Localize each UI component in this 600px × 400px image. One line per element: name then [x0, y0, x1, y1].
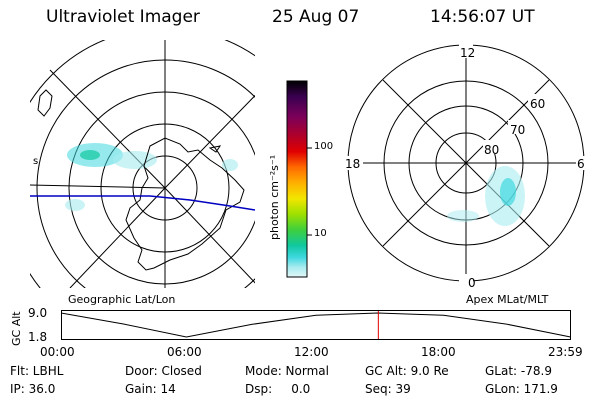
- colorbar-tick-100: 100: [314, 141, 334, 152]
- geographic-caption: Geographic Lat/Lon: [68, 293, 176, 306]
- altitude-plot: [61, 310, 571, 340]
- door-info: Door: Closed: [125, 364, 202, 378]
- dsp-info: Dsp: 0.0: [245, 382, 311, 396]
- instrument-title: Ultraviolet Imager: [46, 7, 200, 27]
- mlt-label-18: 18: [345, 157, 361, 171]
- alt-ylabel: GC Alt: [10, 311, 23, 346]
- seq-info: Seq: 39: [365, 382, 411, 396]
- geographic-map: [30, 40, 255, 288]
- gc-alt-info: GC Alt: 9.0 Re: [365, 364, 449, 378]
- alt-xtick-1800: 18:00: [421, 345, 456, 359]
- colorbar-tick-10: 10: [314, 228, 327, 239]
- alt-xtick-0600: 06:00: [167, 345, 202, 359]
- ip-info: IP: 36.0: [10, 382, 56, 396]
- glat-info: GLat: -78.9: [485, 364, 552, 378]
- apex-polar-plot: [343, 44, 589, 288]
- colorbar-unit-label: photon cm⁻²s⁻¹: [268, 154, 281, 240]
- mlat-label-60: 60: [530, 97, 546, 111]
- mode-info: Mode: Normal: [245, 364, 329, 378]
- mlt-label-6: 6: [577, 157, 585, 171]
- colorbar: [286, 80, 312, 278]
- mlt-label-12: 12: [460, 46, 476, 60]
- filter-info: Flt: LBHL: [10, 364, 64, 378]
- gain-info: Gain: 14: [125, 382, 176, 396]
- altitude-line: [61, 312, 571, 338]
- mlat-label-80: 80: [484, 143, 500, 157]
- alt-ytick-low: 1.8: [28, 330, 48, 344]
- alt-xtick-1200: 12:00: [294, 345, 329, 359]
- apex-caption: Apex MLat/MLT: [466, 293, 549, 306]
- map-edge-label: s: [33, 156, 39, 167]
- alt-xtick-2359: 23:59: [548, 345, 583, 359]
- mlat-label-70: 70: [510, 123, 526, 137]
- time-label: 14:56:07 UT: [430, 7, 535, 27]
- mlt-label-0: 0: [468, 276, 476, 290]
- glon-info: GLon: 171.9: [485, 382, 558, 396]
- alt-xtick-0000: 00:00: [40, 345, 75, 359]
- date-label: 25 Aug 07: [272, 7, 360, 27]
- alt-ytick-high: 9.0: [28, 306, 48, 320]
